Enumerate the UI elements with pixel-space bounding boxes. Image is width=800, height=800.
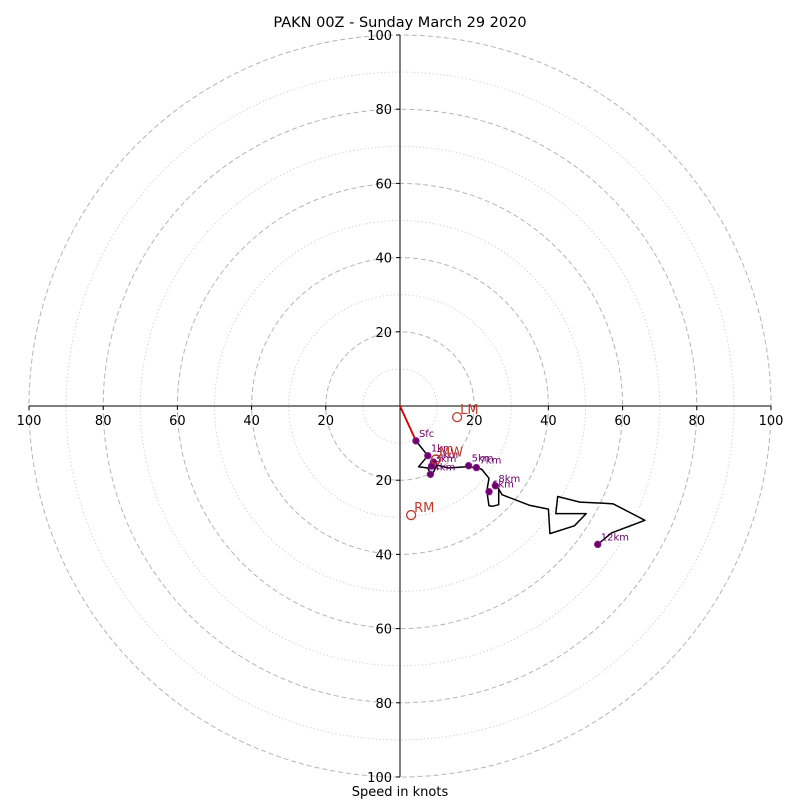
- x-tick-label: 60: [614, 414, 631, 429]
- level-point-sfc: [412, 437, 420, 445]
- level-point-12km: [594, 540, 602, 549]
- level-point-8km: [491, 482, 500, 490]
- storm-motions: LM MW RM: [405, 403, 479, 521]
- level-point-4km: [426, 470, 435, 478]
- x-tick-label: 40: [243, 414, 260, 429]
- x-axis-label: Speed in knots: [352, 785, 449, 800]
- x-tick-label: 80: [689, 414, 706, 429]
- x-tick-label: 60: [169, 414, 186, 429]
- level-point-5km: [464, 462, 473, 470]
- level-label-7km: 7km: [479, 456, 501, 467]
- y-tick-label: 20: [375, 474, 392, 489]
- level-label-sfc: Sfc: [419, 429, 434, 440]
- y-tick-label: 40: [375, 548, 392, 563]
- level-label-3km: 3km: [435, 454, 457, 465]
- chart-title: PAKN 00Z - Sunday March 29 2020: [273, 15, 526, 31]
- y-tick-label: 20: [375, 326, 392, 341]
- y-tick-label: 40: [375, 252, 392, 267]
- hodograph-line: [399, 405, 646, 545]
- storm-label-lm: LM: [460, 403, 478, 418]
- x-tick-label: 40: [540, 414, 557, 429]
- level-label-5km: 5km: [472, 454, 494, 465]
- level-point-3km: [427, 462, 436, 470]
- y-tick-label: 80: [375, 697, 392, 712]
- level-point-6km: [485, 488, 493, 496]
- level-point-1km: [424, 452, 432, 460]
- y-tick-label: 80: [375, 103, 392, 118]
- x-tick-label: 100: [17, 414, 42, 429]
- level-label-12km: 12km: [601, 532, 629, 543]
- level-label-8km: 8km: [498, 474, 520, 485]
- x-tick-label: 20: [466, 414, 483, 429]
- storm-marker-mw: [430, 454, 442, 465]
- tick-labels: 100 80 60 40 20 20 40 60 80 100 100 80 60 40 20 20 40 60 8…: [17, 29, 784, 786]
- shear-vector: [399, 405, 417, 442]
- y-tick-label: 60: [375, 623, 392, 638]
- storm-marker-rm: [405, 509, 417, 521]
- storm-marker-lm: [451, 411, 463, 423]
- y-tick-label: 60: [375, 177, 392, 192]
- level-label-4km: 4km: [433, 462, 455, 473]
- hodograph-trace: [399, 405, 646, 545]
- y-tick-label: 100: [367, 771, 392, 786]
- storm-label-mw: MW: [439, 445, 463, 460]
- x-tick-label: 100: [759, 414, 784, 429]
- level-point-7km: [472, 463, 481, 472]
- x-tick-label: 80: [95, 414, 112, 429]
- y-tick-label: 100: [367, 29, 392, 44]
- level-label-6km: 6km: [492, 480, 514, 491]
- storm-label-rm: RM: [414, 501, 434, 516]
- x-tick-label: 20: [318, 414, 335, 429]
- level-label-2km: 2km: [436, 450, 458, 461]
- level-label-1km: 1km: [431, 444, 453, 455]
